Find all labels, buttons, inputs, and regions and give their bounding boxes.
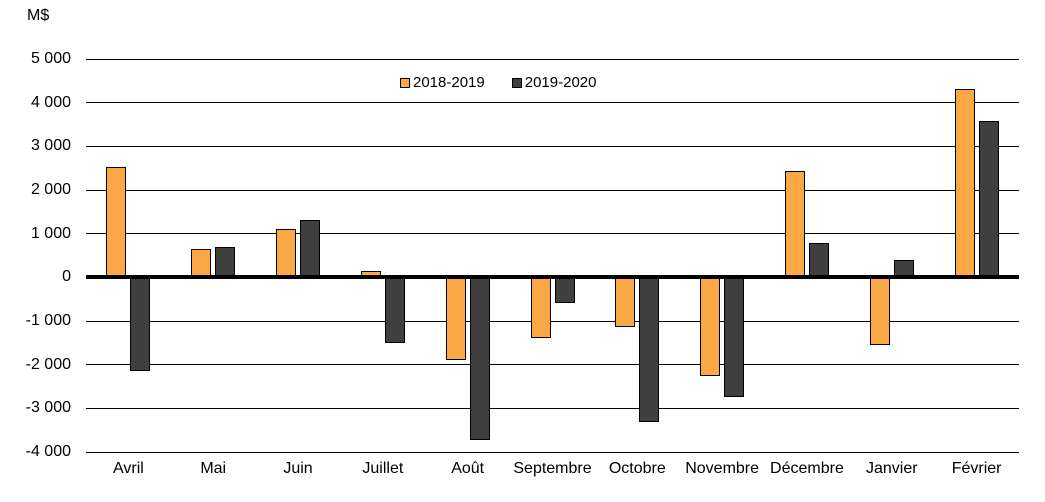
bar-2018-2019-Janvier bbox=[869, 277, 890, 345]
x-axis-tick-label: Février bbox=[951, 460, 1002, 477]
x-axis-tick-label: Avril bbox=[112, 460, 144, 477]
x-axis-tick-label: Mai bbox=[200, 460, 227, 477]
y-axis-tick-label: 4 000 bbox=[30, 93, 71, 111]
bar-2019-2020-Décembre bbox=[808, 243, 829, 278]
plot-area bbox=[86, 58, 1019, 453]
x-axis-tick-label: Novembre bbox=[685, 460, 760, 477]
bar-2019-2020-Mai bbox=[215, 246, 236, 278]
gridline bbox=[86, 58, 1019, 60]
bar-2018-2019-Octobre bbox=[615, 277, 636, 327]
bar-2019-2020-Avril bbox=[130, 277, 151, 371]
bar-2018-2019-Décembre bbox=[784, 171, 805, 278]
bar-2018-2019-Juin bbox=[276, 229, 297, 278]
x-axis-tick-label: Juillet bbox=[362, 460, 404, 477]
bar-2019-2020-Juillet bbox=[384, 277, 405, 343]
x-axis-tick-label: Juin bbox=[283, 460, 313, 477]
y-axis-unit-label: M$ bbox=[27, 7, 50, 24]
y-axis-tick-label: 3 000 bbox=[30, 137, 71, 155]
gridline bbox=[86, 189, 1019, 191]
x-axis-labels: Avril Mai Juin Juillet Août Septembre Octobre N… bbox=[86, 460, 1019, 480]
legend-item-2019-2020: 2019-2020 bbox=[511, 74, 597, 92]
x-axis-tick-label: Septembre bbox=[513, 460, 592, 477]
bar-2018-2019-Août bbox=[445, 277, 466, 361]
bar-2019-2020-Août bbox=[469, 277, 490, 440]
bar-2019-2020-Février bbox=[978, 120, 999, 278]
legend-swatch-2019-2020-icon bbox=[511, 78, 522, 88]
bar-2019-2020-Novembre bbox=[724, 277, 745, 398]
gridline bbox=[86, 145, 1019, 147]
bar-2019-2020-Septembre bbox=[554, 277, 575, 303]
bar-2018-2019-Février bbox=[954, 89, 975, 278]
y-axis-tick-label: 0 bbox=[62, 268, 71, 286]
legend-label-2018-2019: 2018-2019 bbox=[413, 74, 485, 91]
chart-legend: 2018-2019 2019-2020 bbox=[400, 74, 596, 92]
x-axis-tick-label: Août bbox=[451, 460, 485, 477]
y-axis-tick-label: 1 000 bbox=[30, 224, 71, 242]
bar-2018-2019-Avril bbox=[106, 167, 127, 278]
bar-2019-2020-Juin bbox=[300, 220, 321, 278]
y-axis-tick-label: -4 000 bbox=[25, 443, 71, 460]
y-axis-tick-label: -3 000 bbox=[25, 399, 71, 417]
bar-2018-2019-Septembre bbox=[530, 277, 551, 339]
y-axis-tick-label: -1 000 bbox=[25, 312, 71, 329]
bar-2018-2019-Novembre bbox=[700, 277, 721, 376]
y-axis-tick-label: 2 000 bbox=[30, 181, 71, 198]
legend-label-2019-2020: 2019-2020 bbox=[524, 74, 597, 91]
zero-axis-line bbox=[86, 275, 1019, 280]
x-axis-tick-label: Janvier bbox=[865, 460, 918, 477]
bar-2018-2019-Mai bbox=[191, 248, 212, 278]
legend-item-2018-2019: 2018-2019 bbox=[400, 74, 485, 92]
gridline bbox=[86, 102, 1019, 104]
gridline bbox=[86, 320, 1019, 322]
y-axis-labels: 5 000 4 000 3 000 2 000 1 000 0 -1 000 -2 000 -3… bbox=[0, 50, 71, 460]
gridline bbox=[86, 364, 1019, 366]
y-axis-tick-label: 5 000 bbox=[30, 50, 71, 67]
gridline bbox=[86, 451, 1019, 453]
bar-2019-2020-Octobre bbox=[639, 277, 660, 423]
gridline bbox=[86, 233, 1019, 235]
gridline bbox=[86, 407, 1019, 409]
x-axis-tick-label: Décembre bbox=[770, 460, 844, 477]
x-axis-tick-label: Octobre bbox=[608, 460, 666, 477]
y-axis-tick-label: -2 000 bbox=[25, 355, 71, 373]
legend-swatch-2018-2019-icon bbox=[400, 78, 410, 88]
